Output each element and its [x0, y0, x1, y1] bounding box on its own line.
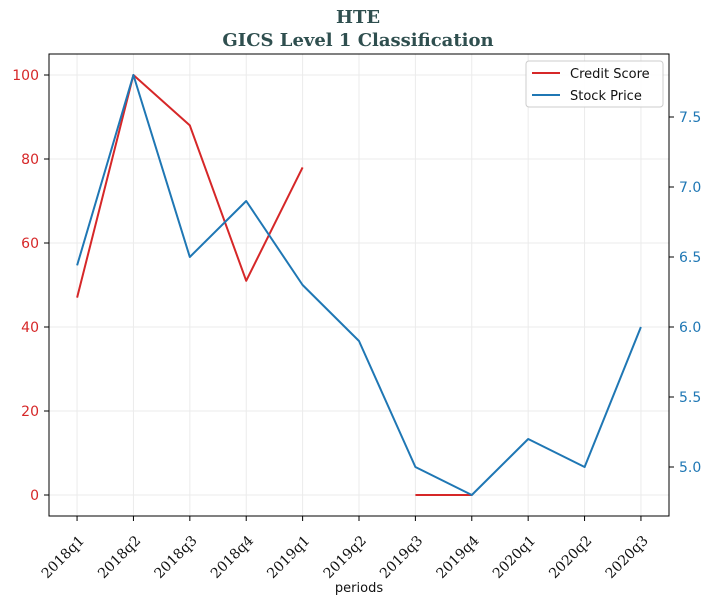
x-tick-label: 2018q4 [208, 533, 257, 582]
y-right-tick-label: 5.0 [679, 460, 701, 476]
y-right-tick-label: 6.0 [679, 320, 701, 336]
y-right-tick-label: 6.5 [679, 250, 701, 266]
y-left-tick-label: 20 [21, 404, 39, 420]
y-left-tick-label: 0 [30, 488, 39, 504]
y-right-tick-label: 7.5 [679, 110, 701, 126]
y-right-tick-label: 7.0 [679, 180, 701, 196]
x-tick-label: 2020q3 [603, 533, 652, 582]
x-tick-label: 2020q2 [546, 533, 595, 582]
x-tick-label: 2019q4 [433, 533, 482, 582]
y-left-tick-label: 40 [21, 320, 39, 336]
x-axis-label: periods [335, 581, 383, 596]
legend-label: Stock Price [570, 89, 642, 104]
chart-title: HTE [336, 7, 380, 28]
legend: Credit Score Stock Price [525, 60, 664, 108]
y-right-tick-label: 5.5 [679, 390, 701, 406]
x-tick-label: 2019q2 [321, 533, 370, 582]
x-tick-label: 2018q2 [95, 533, 144, 582]
y-left-tick-label: 60 [21, 236, 39, 252]
legend-box [525, 60, 664, 108]
series-line-credit-score [76, 74, 304, 298]
x-tick-label: 2019q3 [377, 533, 426, 582]
chart-subtitle: GICS Level 1 Classification [222, 30, 493, 51]
x-tick-label: 2020q1 [490, 533, 539, 582]
grid [49, 54, 669, 516]
x-tick-label: 2018q3 [152, 533, 201, 582]
y-left-tick-label: 80 [21, 152, 39, 168]
legend-label: Credit Score [570, 67, 650, 82]
series-lines [76, 74, 642, 496]
series-line-stock-price [76, 74, 642, 496]
y-left-tick-label: 100 [12, 68, 39, 84]
x-tick-label: 2018q1 [39, 533, 88, 582]
x-tick-label: 2019q1 [264, 533, 313, 582]
